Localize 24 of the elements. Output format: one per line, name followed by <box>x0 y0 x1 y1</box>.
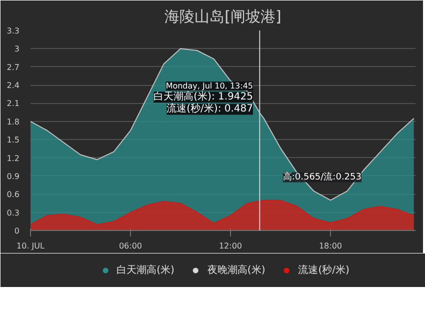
legend-label: 白天潮高(米) <box>116 264 174 277</box>
x-tick-label: 18:00 <box>318 242 342 250</box>
y-tick-label: 2.1 <box>6 99 20 108</box>
y-tick-label: 1.2 <box>6 154 20 163</box>
x-tick-label: 06:00 <box>118 242 142 250</box>
y-tick-label: 0.9 <box>6 172 20 181</box>
y-tick-label: 3.3 <box>6 26 20 36</box>
x-tick-label: 10. JUL <box>16 242 46 250</box>
y-tick-label: 1.5 <box>6 136 20 145</box>
annotation: Monday, Jul 10, 13:45 <box>166 82 254 90</box>
y-tick-label: 2.4 <box>6 81 20 90</box>
legend-label: 夜晚潮高(米) <box>207 264 266 277</box>
y-tick-label: 0 <box>14 226 20 236</box>
y-tick-label: 1.8 <box>6 117 20 126</box>
legend-label: 流速(秒/米) <box>298 264 350 277</box>
annotation: 白天潮高(米): 1.9425 <box>154 90 254 103</box>
y-tick-label: 0.6 <box>6 190 20 200</box>
annotation: 高:0.565/流:0.253 <box>282 171 362 182</box>
annotation: 流速(秒/米): 0.487 <box>166 102 254 115</box>
y-tick-label: 2.7 <box>6 62 20 72</box>
y-tick-label: 0.3 <box>6 208 20 218</box>
y-tick-label: 3 <box>14 44 20 54</box>
x-tick-label: 12:00 <box>218 242 242 250</box>
chart-title: 海陵山岛[闸坡港] <box>164 8 282 26</box>
